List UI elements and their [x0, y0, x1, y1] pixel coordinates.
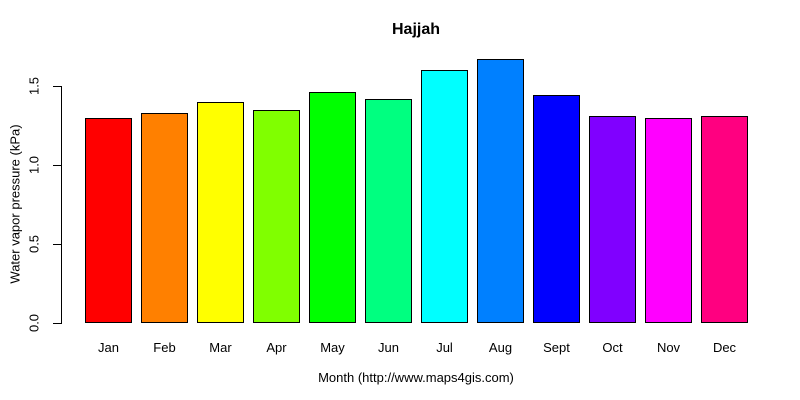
bar-may — [309, 92, 356, 323]
x-tick-label: Sept — [543, 340, 570, 355]
bar-jun — [365, 99, 412, 323]
x-tick-label: Jul — [436, 340, 453, 355]
x-tick-label: Apr — [266, 340, 287, 355]
y-tick-mark — [53, 323, 61, 324]
chart-title: Hajjah — [391, 21, 440, 38]
x-tick-label: Dec — [712, 340, 737, 355]
x-axis-title: Month (http://www.maps4gis.com) — [318, 370, 514, 385]
y-tick-label: 1.5 — [26, 76, 42, 96]
x-tick-label: May — [320, 340, 345, 355]
y-tick-mark — [53, 165, 61, 166]
x-tick-label: Jan — [98, 340, 119, 355]
x-tick-label: Nov — [656, 340, 681, 355]
bar-jan — [85, 118, 132, 323]
bar-oct — [589, 116, 636, 323]
y-tick-label: 0.0 — [26, 313, 42, 333]
y-tick-mark — [53, 86, 61, 87]
y-axis-title: Water vapor pressure (kPa) — [7, 124, 23, 284]
x-tick-label: Aug — [488, 340, 513, 355]
x-tick-label: Mar — [209, 340, 232, 355]
bar-nov — [645, 118, 692, 323]
bar-dec — [701, 116, 748, 323]
y-tick-label: 0.5 — [26, 234, 42, 254]
x-tick-label: Feb — [153, 340, 176, 355]
bar-apr — [253, 110, 300, 323]
bar-jul — [421, 70, 468, 323]
y-axis-line — [61, 86, 62, 324]
bar-sept — [533, 95, 580, 323]
bar-aug — [477, 59, 524, 323]
x-tick-label: Oct — [602, 340, 623, 355]
x-tick-label: Jun — [378, 340, 399, 355]
bar-mar — [197, 102, 244, 323]
y-tick-label: 1.0 — [26, 155, 42, 175]
y-tick-mark — [53, 244, 61, 245]
bar-feb — [141, 113, 188, 323]
